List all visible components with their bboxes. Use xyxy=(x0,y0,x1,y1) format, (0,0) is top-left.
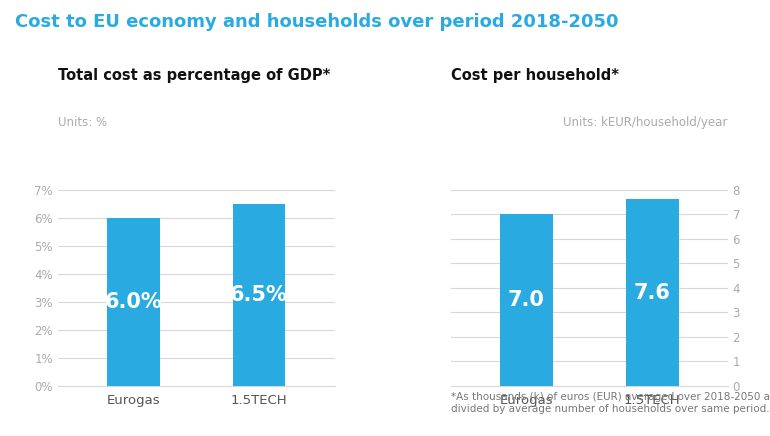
Bar xyxy=(233,204,286,386)
Bar xyxy=(500,214,553,386)
Text: Cost per household*: Cost per household* xyxy=(450,68,619,82)
Text: *As thousands (k) of euros (EUR) averaged over 2018-2050 and
divided by average : *As thousands (k) of euros (EUR) average… xyxy=(450,392,770,414)
Text: 6.5%: 6.5% xyxy=(230,285,288,305)
Bar xyxy=(107,218,159,386)
Text: 7.6: 7.6 xyxy=(634,283,671,303)
Bar xyxy=(626,200,678,386)
Text: 6.0%: 6.0% xyxy=(105,292,162,312)
Text: Total cost as percentage of GDP*: Total cost as percentage of GDP* xyxy=(58,68,330,82)
Text: Units: %: Units: % xyxy=(58,116,107,129)
Text: 7.0: 7.0 xyxy=(508,290,544,310)
Text: Cost to EU economy and households over period 2018-2050: Cost to EU economy and households over p… xyxy=(15,13,619,31)
Text: Units: kEUR/household/year: Units: kEUR/household/year xyxy=(564,116,728,129)
